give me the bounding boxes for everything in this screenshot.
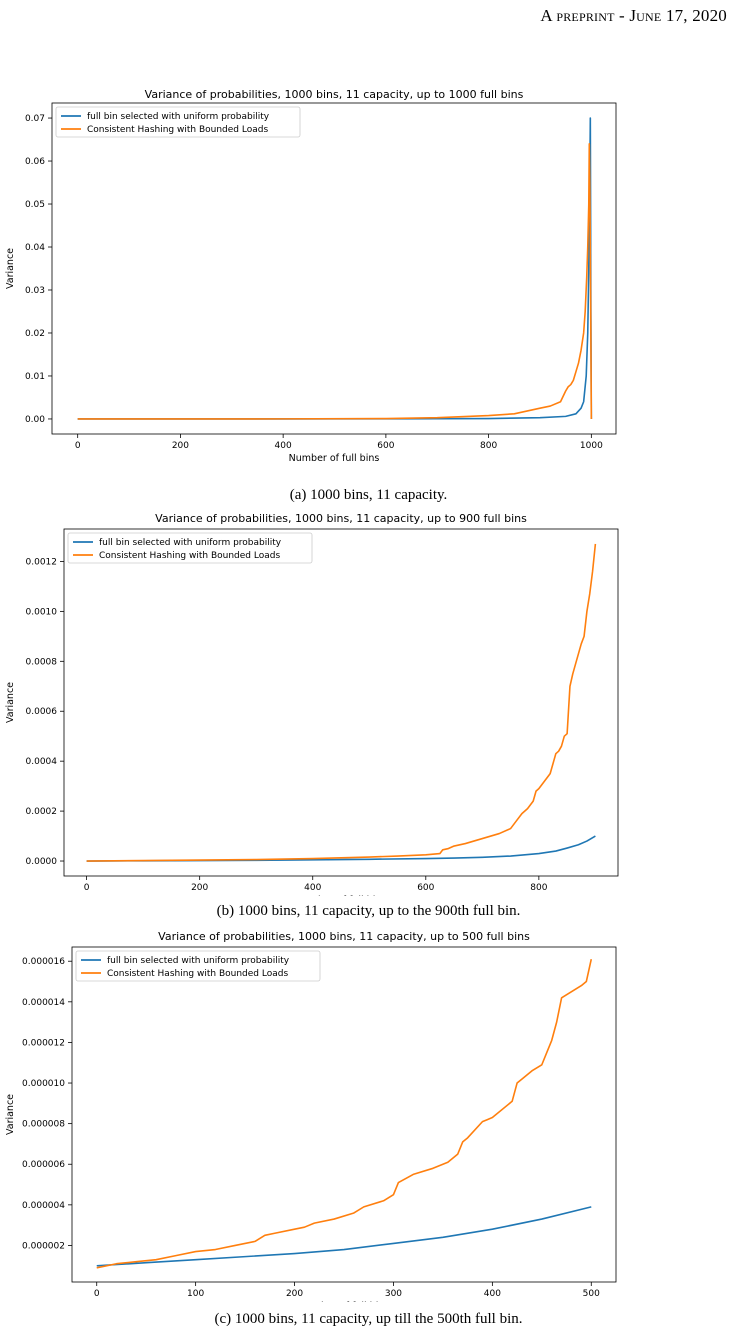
y-tick-label: 0.02	[25, 329, 45, 339]
y-tick-label: 0.00	[25, 415, 45, 425]
y-tick-label: 0.07	[25, 114, 45, 124]
y-tick-label: 0.000016	[22, 957, 65, 967]
y-tick-label: 0.000004	[22, 1201, 65, 1211]
x-tick-label: 200	[286, 1289, 303, 1299]
y-tick-label: 0.0000	[26, 857, 58, 867]
chart-title: Variance of probabilities, 1000 bins, 11…	[155, 512, 527, 525]
x-tick-label: 100	[187, 1289, 204, 1299]
y-axis-label: Variance	[5, 248, 16, 289]
series-line-0	[96, 1206, 592, 1267]
x-tick-label: 300	[385, 1289, 402, 1299]
y-tick-label: 0.000010	[22, 1079, 65, 1089]
legend-label-1: Consistent Hashing with Bounded Loads	[87, 125, 268, 135]
y-tick-label: 0.0004	[26, 757, 58, 767]
x-tick-label: 800	[480, 441, 497, 451]
y-tick-label: 0.000006	[22, 1160, 65, 1170]
chart-panel-b: Variance of probabilities, 1000 bins, 11…	[5, 512, 619, 896]
x-axis-label: Number of full bins	[299, 1301, 390, 1302]
legend-label-0: full bin selected with uniform probabili…	[99, 538, 282, 548]
x-tick-label: 0	[94, 1289, 100, 1299]
x-tick-label: 400	[484, 1289, 501, 1299]
series-line-1	[77, 143, 593, 420]
legend-label-1: Consistent Hashing with Bounded Loads	[99, 551, 280, 561]
y-tick-label: 0.05	[25, 200, 45, 210]
plot-frame	[71, 946, 617, 1283]
legend-box	[55, 106, 301, 138]
x-tick-label: 400	[275, 441, 292, 451]
chart-panel-a: Variance of probabilities, 1000 bins, 11…	[5, 88, 617, 464]
caption-c: (c) 1000 bins, 11 capacity, up till the …	[214, 1311, 523, 1327]
series-line-1	[96, 959, 593, 1269]
plot-frame	[51, 102, 617, 435]
legend-label-0: full bin selected with uniform probabili…	[107, 956, 290, 966]
series-line-1	[86, 543, 597, 862]
y-tick-label: 0.000014	[22, 998, 65, 1008]
chart-title: Variance of probabilities, 1000 bins, 11…	[158, 930, 530, 943]
y-tick-label: 0.06	[25, 157, 45, 167]
x-tick-label: 800	[530, 883, 547, 893]
y-tick-label: 0.0006	[26, 707, 58, 717]
x-tick-label: 500	[583, 1289, 600, 1299]
series-line-0	[77, 117, 593, 420]
y-tick-label: 0.03	[25, 286, 45, 296]
x-axis-label: Number of full bins	[296, 895, 387, 896]
y-axis-label: Variance	[5, 1094, 16, 1135]
x-tick-label: 1000	[580, 441, 603, 451]
x-tick-label: 600	[417, 883, 434, 893]
y-tick-label: 0.0002	[26, 807, 58, 817]
x-tick-label: 400	[304, 883, 321, 893]
legend-box	[67, 532, 313, 564]
y-tick-label: 0.000002	[22, 1241, 65, 1251]
plot-frame	[63, 528, 619, 877]
x-tick-label: 0	[84, 883, 90, 893]
y-tick-label: 0.000008	[22, 1120, 65, 1130]
chart-title: Variance of probabilities, 1000 bins, 11…	[145, 88, 524, 101]
y-tick-label: 0.04	[25, 243, 45, 253]
x-tick-label: 600	[377, 441, 394, 451]
x-tick-label: 200	[191, 883, 208, 893]
x-tick-label: 0	[75, 441, 81, 451]
legend-label-0: full bin selected with uniform probabili…	[87, 112, 270, 122]
y-axis-label: Variance	[5, 682, 16, 723]
caption-b: (b) 1000 bins, 11 capacity, up to the 90…	[216, 903, 521, 919]
x-tick-label: 200	[172, 441, 189, 451]
y-tick-label: 0.0012	[26, 557, 58, 567]
page-header: A preprint - June 17, 2020	[540, 6, 727, 25]
y-tick-label: 0.0008	[26, 657, 58, 667]
caption-a: (a) 1000 bins, 11 capacity.	[289, 487, 448, 503]
chart-panel-c: Variance of probabilities, 1000 bins, 11…	[5, 930, 617, 1302]
x-axis-label: Number of full bins	[289, 453, 380, 464]
legend-box	[75, 950, 321, 982]
y-tick-label: 0.000012	[22, 1038, 65, 1048]
y-tick-label: 0.01	[25, 372, 45, 382]
y-tick-label: 0.0010	[26, 607, 58, 617]
legend-label-1: Consistent Hashing with Bounded Loads	[107, 969, 288, 979]
